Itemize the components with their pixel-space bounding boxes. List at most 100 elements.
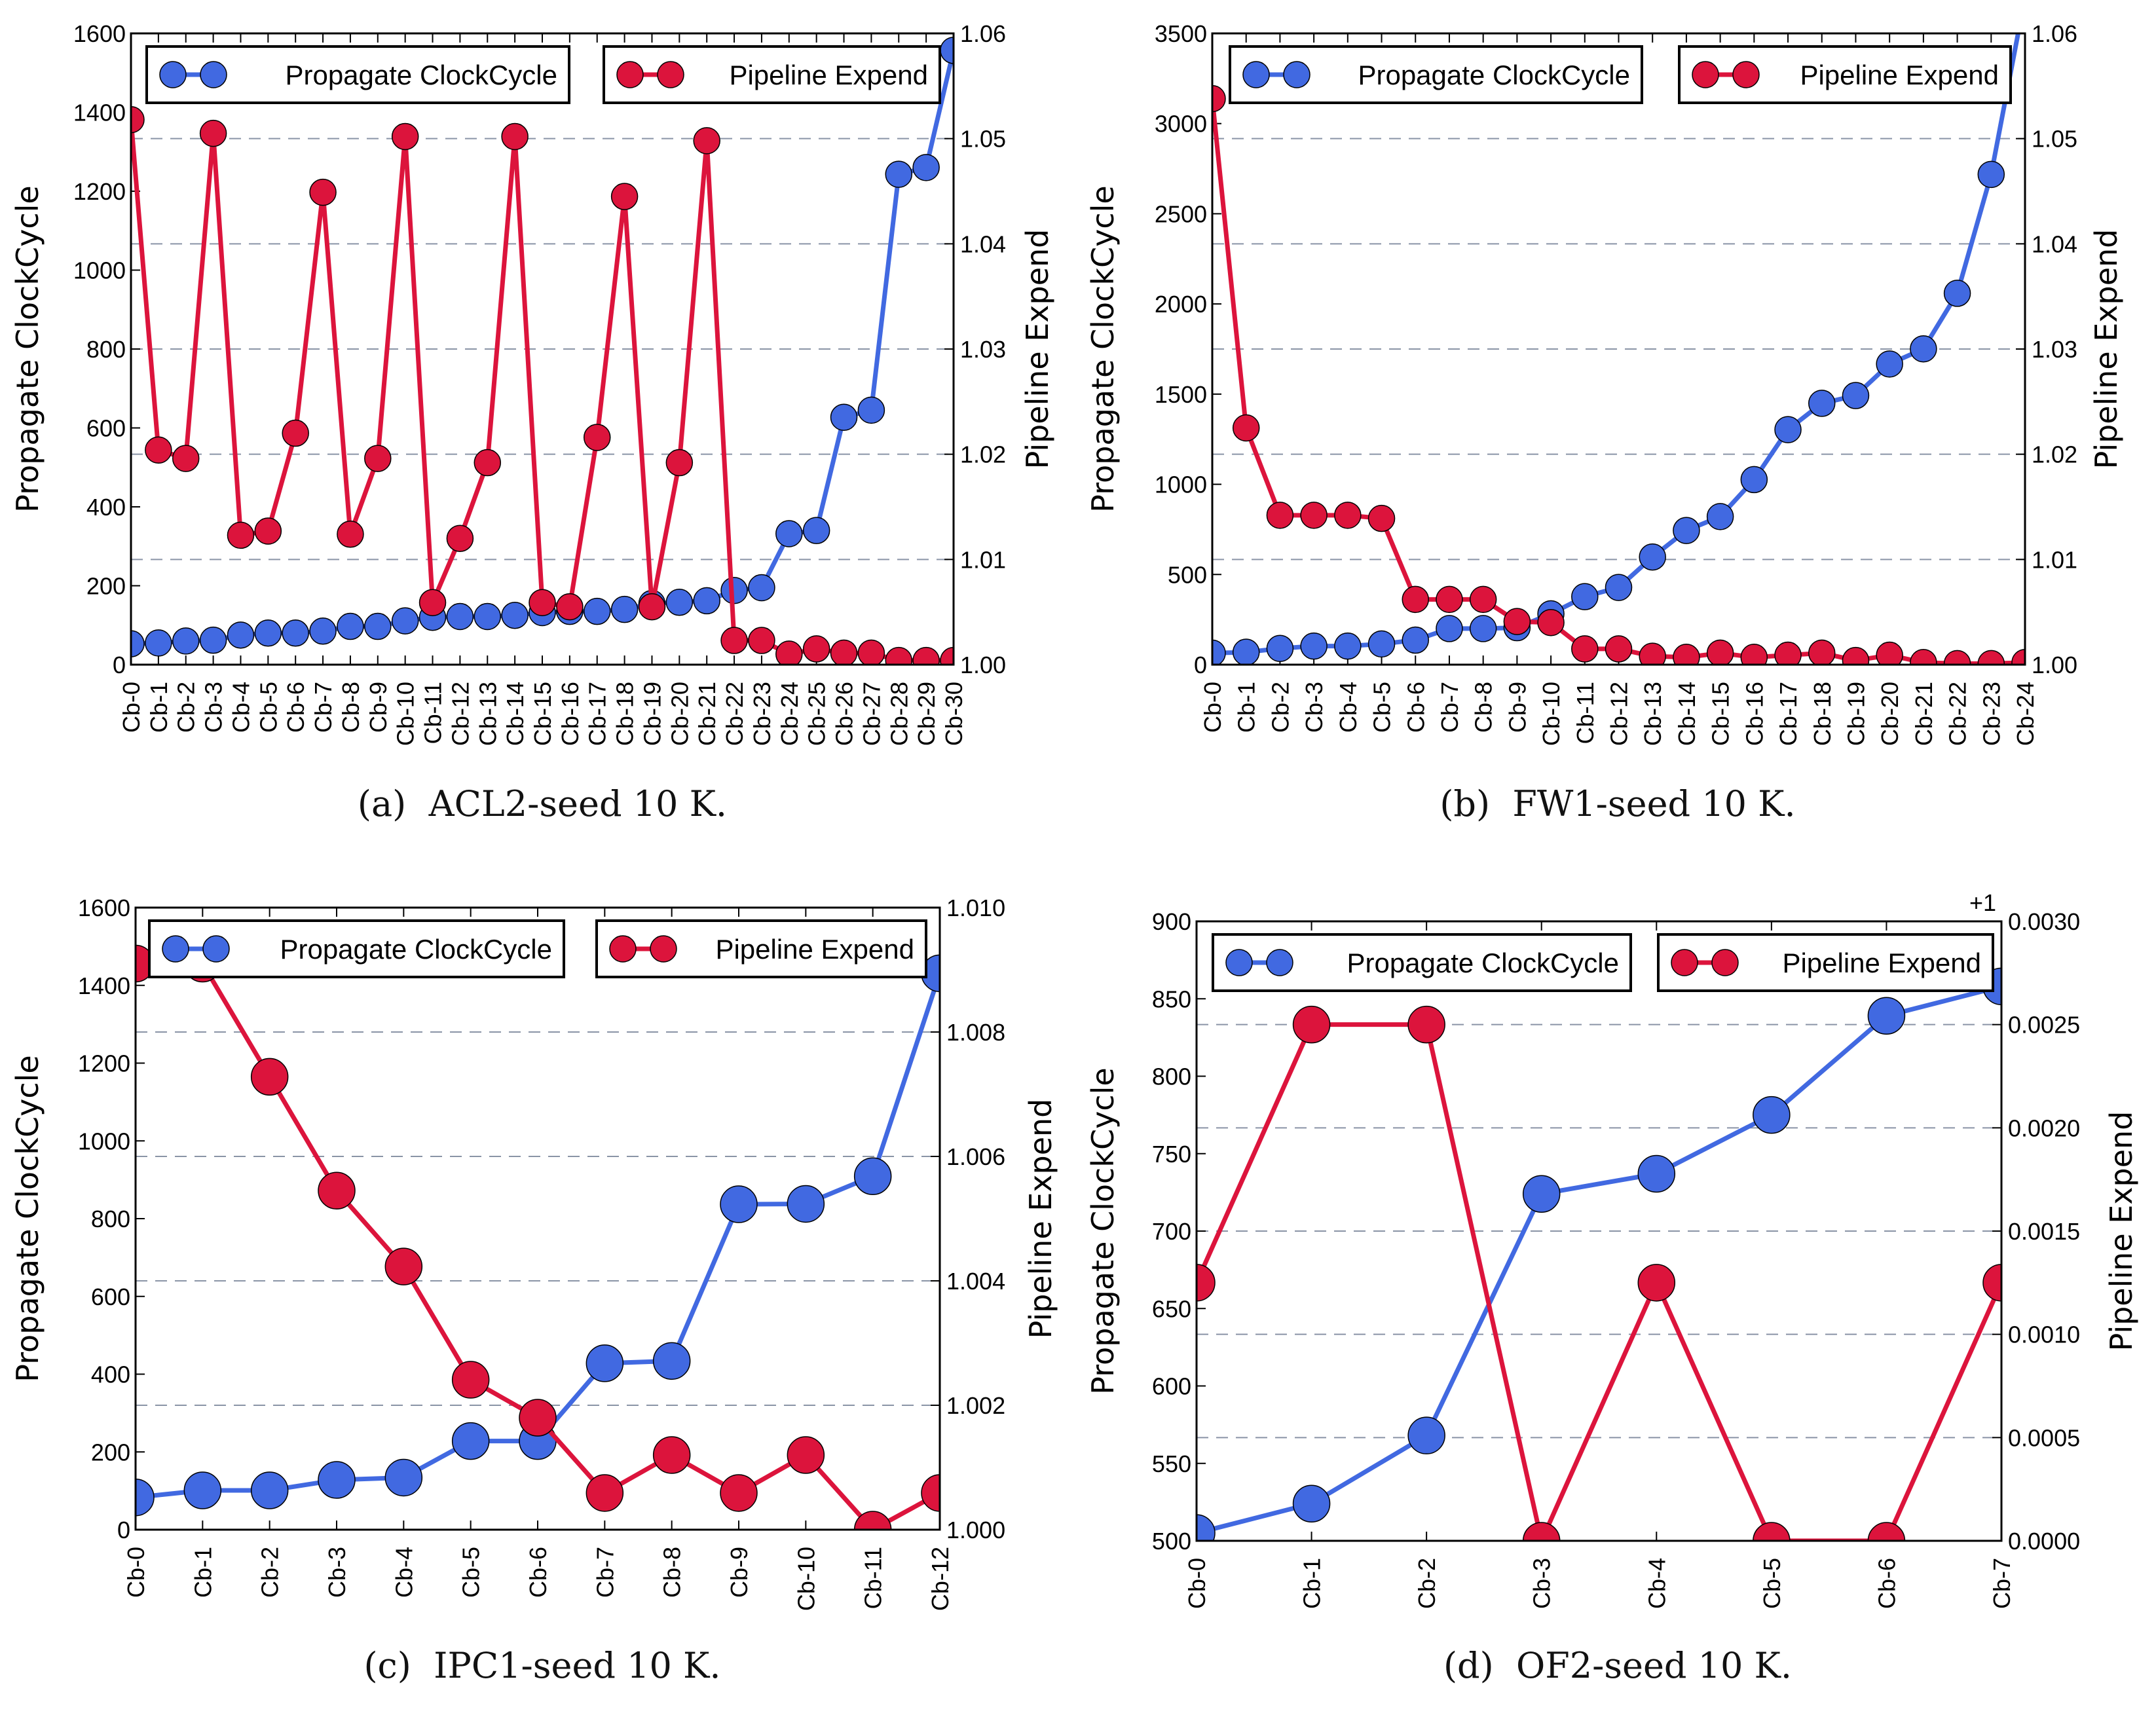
x-tick-label: Cb-28: [885, 682, 912, 746]
y-tick-label: 500: [1168, 561, 1207, 588]
pipeline-point: [1367, 504, 1396, 532]
y2-offset-label: +1: [1969, 889, 1996, 916]
pipeline-point: [1706, 639, 1734, 665]
x-tick-label: Cb-2: [1267, 682, 1293, 733]
x-tick-label: Cb-24: [776, 682, 803, 746]
x-tick-label: Cb-25: [804, 682, 830, 746]
y2-tick-label: 1.01: [2032, 546, 2077, 573]
propagate-point: [1910, 335, 1937, 363]
legend-label: Propagate ClockCycle: [280, 934, 552, 965]
pipeline-point: [1436, 585, 1463, 614]
x-tick-label: Cb-26: [831, 682, 858, 746]
legend-marker: [616, 61, 644, 88]
legend-marker: [609, 935, 637, 963]
y2-tick-label: 0.0010: [2008, 1321, 2080, 1348]
propagate-point: [474, 602, 502, 631]
propagate-point: [172, 627, 200, 655]
propagate-point: [1402, 626, 1429, 654]
pipeline-point: [227, 521, 255, 549]
y2-tick-label: 1.010: [946, 894, 1005, 921]
pipeline-point: [446, 525, 474, 552]
y2-tick-label: 1.00: [960, 652, 1006, 678]
x-tick-label: Cb-2: [1413, 1558, 1440, 1609]
propagate-point: [254, 619, 282, 647]
x-tick-label: Cb-0: [1183, 1558, 1210, 1609]
propagate-point: [1300, 632, 1328, 660]
pipeline-point: [665, 449, 694, 477]
x-tick-label: Cb-11: [1572, 682, 1599, 744]
caption-a: (a) ACL2-seed 10 K.: [357, 783, 728, 824]
x-tick-label: Cb-10: [392, 682, 419, 746]
y-tick-label: 600: [91, 1283, 130, 1310]
x-tick-label: Cb-14: [1673, 682, 1700, 746]
y2-tick-label: 0.0020: [2008, 1115, 2080, 1141]
y-tick-label: 1200: [73, 178, 126, 205]
x-tick-label: Cb-7: [1436, 682, 1463, 733]
pipeline-point: [1402, 585, 1429, 614]
pipeline-point: [391, 122, 419, 151]
x-tick-label: Cb-5: [1369, 682, 1396, 733]
pipeline-point: [1673, 644, 1700, 665]
propagate-point: [857, 396, 885, 424]
y-tick-label: 1600: [73, 20, 126, 47]
pipeline-line: [131, 119, 954, 663]
x-tick-label: Cb-0: [118, 682, 145, 733]
legend-marker: [1242, 61, 1270, 88]
x-tick-label: Cb-2: [257, 1547, 284, 1598]
y-tick-label: 700: [1152, 1218, 1191, 1245]
propagate-point: [720, 1185, 758, 1223]
pipeline-point: [1982, 1264, 2001, 1302]
y-tick-label: 0: [117, 1517, 130, 1543]
legend-label: Pipeline Expend: [1782, 948, 1981, 978]
pipeline-point: [282, 419, 309, 447]
y-tick-label: 400: [91, 1361, 130, 1388]
pipeline-point: [1639, 642, 1666, 665]
propagate-point: [1943, 280, 1971, 307]
pipeline-point: [364, 445, 392, 472]
x-tick-label: Cb-9: [365, 682, 392, 733]
y-tick-label: 600: [1152, 1373, 1191, 1400]
propagate-point: [451, 1422, 490, 1460]
y-tick-label: 800: [1152, 1063, 1191, 1090]
propagate-point: [1334, 632, 1362, 660]
y-tick-label: 200: [86, 573, 126, 600]
pipeline-point: [748, 627, 775, 654]
propagate-point: [318, 1461, 356, 1499]
y-tick-label: 1200: [78, 1050, 130, 1077]
y2-tick-label: 1.00: [2032, 652, 2077, 678]
pipeline-point: [1867, 1522, 1906, 1541]
legend-marker: [650, 935, 677, 963]
x-tick-label: Cb-10: [1538, 682, 1565, 746]
propagate-point: [830, 403, 858, 431]
pipeline-point: [652, 1436, 691, 1474]
propagate-point: [665, 589, 694, 616]
x-tick-label: Cb-16: [557, 682, 584, 746]
legend-pipeline: Pipeline Expend: [603, 45, 941, 104]
legend-box: [603, 45, 941, 104]
pipeline-point: [720, 627, 748, 654]
pipeline-point: [1469, 585, 1497, 614]
x-tick-label: Cb-7: [310, 682, 337, 733]
pipeline-point: [1212, 84, 1226, 113]
y2-tick-label: 1.004: [946, 1268, 1005, 1295]
x-tick-label: Cb-8: [659, 1547, 686, 1598]
pipeline-point: [1292, 1005, 1331, 1044]
x-tick-label: Cb-2: [173, 682, 200, 733]
series-group: [136, 944, 940, 1530]
x-tick-label: Cb-9: [726, 1547, 753, 1598]
pipeline-point: [1334, 502, 1362, 529]
pipeline-point: [1774, 641, 1802, 665]
pipeline-point: [693, 127, 720, 155]
x-tick-label: Cb-14: [502, 682, 529, 746]
propagate-point: [585, 1344, 624, 1382]
pipeline-point: [1266, 502, 1294, 529]
propagate-point: [583, 597, 611, 625]
x-tick-label: Cb-7: [1988, 1558, 2015, 1609]
pipeline-point: [1522, 1522, 1561, 1541]
x-tick-label: Cb-20: [666, 682, 693, 746]
x-tick-label: Cb-22: [1944, 682, 1971, 746]
propagate-point: [1232, 638, 1260, 665]
x-tick-label: Cb-13: [1639, 682, 1666, 746]
y-tick-label: 1400: [78, 972, 130, 999]
